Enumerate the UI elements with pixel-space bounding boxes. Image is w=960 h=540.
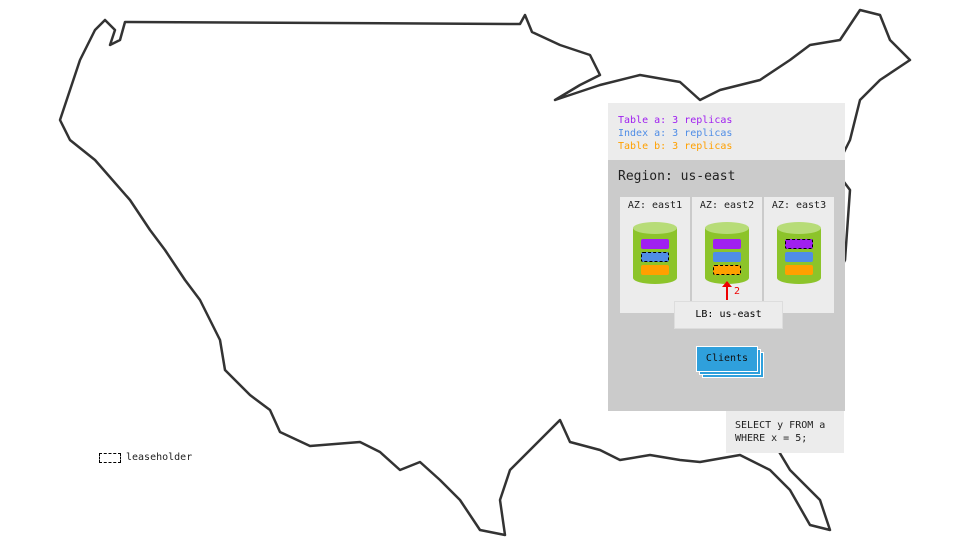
request-arrow: [726, 284, 728, 300]
arrowhead-icon: [722, 281, 732, 287]
az-east2: AZ: east2: [692, 197, 762, 313]
replica-table-b-leaseholder: [713, 265, 741, 275]
replica-table-a-leaseholder: [785, 239, 813, 249]
database-node-icon: [633, 222, 677, 284]
step-number: 2: [734, 286, 741, 297]
az-east1: AZ: east1: [620, 197, 690, 313]
legend-table-a: Table a: 3 replicas: [618, 115, 733, 126]
leaseholder-dashed-box-icon: [99, 452, 121, 463]
replica-index-a: [785, 252, 813, 262]
az-label: AZ: east3: [771, 200, 827, 211]
replica-table-a: [713, 239, 741, 249]
az-east3: AZ: east3: [764, 197, 834, 313]
leaseholder-legend: leaseholder: [99, 452, 192, 463]
region-us-east: Region: us-east AZ: east1 AZ: east2 AZ: …: [608, 160, 845, 411]
load-balancer: LB: us-east: [674, 301, 783, 329]
database-node-icon: [777, 222, 821, 284]
replica-table-b: [641, 265, 669, 275]
az-label: AZ: east1: [627, 200, 683, 211]
az-label: AZ: east2: [699, 200, 755, 211]
legend-index-a: Index a: 3 replicas: [618, 128, 733, 139]
replica-table-b: [785, 265, 813, 275]
leaseholder-label: leaseholder: [126, 452, 193, 463]
legend-table-b: Table b: 3 replicas: [618, 141, 733, 152]
region-title: Region: us-east: [618, 169, 736, 184]
replica-index-a-leaseholder: [641, 252, 669, 262]
replica-legend: Table a: 3 replicas Index a: 3 replicas …: [608, 103, 845, 160]
clients-box: Clients: [696, 346, 758, 372]
database-node-icon: [705, 222, 749, 284]
replica-table-a: [641, 239, 669, 249]
sql-query: SELECT y FROM a WHERE x = 5;: [726, 411, 844, 453]
replica-index-a: [713, 252, 741, 262]
